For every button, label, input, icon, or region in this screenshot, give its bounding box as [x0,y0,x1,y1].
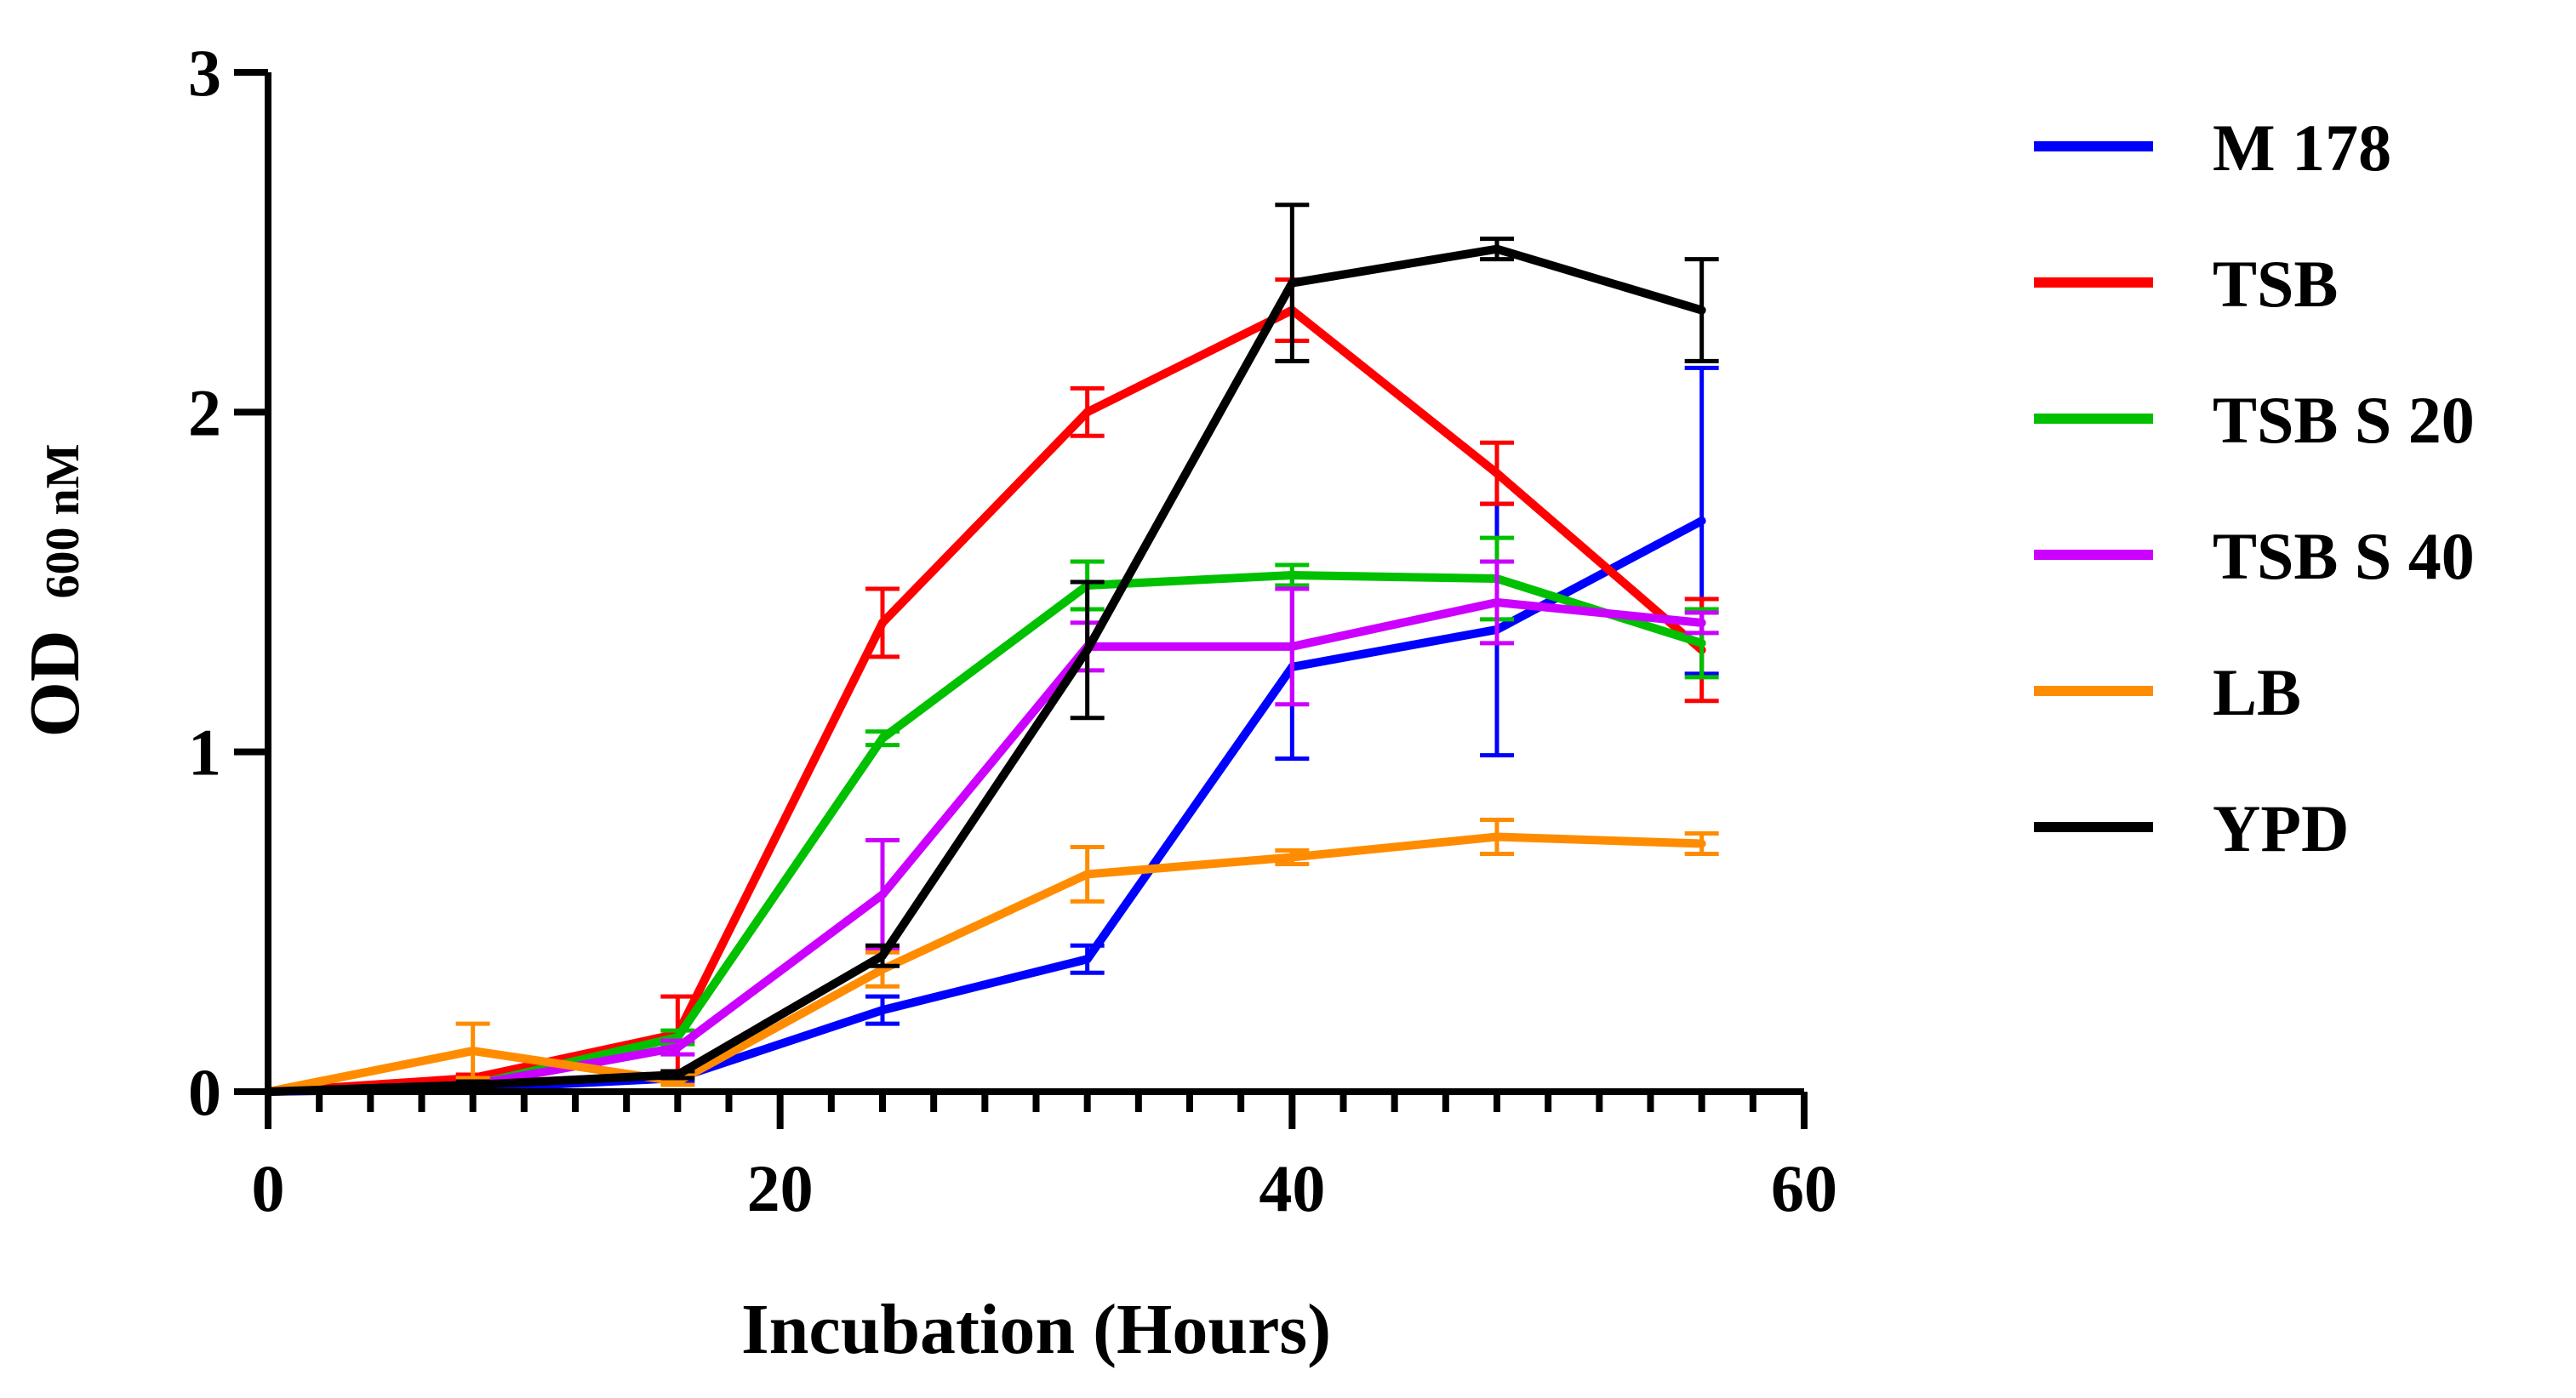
y-tick-label: 3 [188,36,221,110]
legend: M 178 TSB TSB S 20 TSB S 40 LB YPD [2034,111,2475,865]
legend-label: TSB [2213,247,2338,321]
series-line [267,832,1702,1096]
legend-label: TSB S 20 [2213,383,2475,457]
x-ticks: 0 20 40 60 [252,1092,1837,1225]
legend-item-tsb-s-40: TSB S 40 [2034,519,2475,593]
data-point [878,733,887,743]
legend-item-ypd: YPD [2034,791,2349,865]
x-tick-label: 20 [747,1151,814,1225]
x-tick-label: 0 [252,1151,285,1225]
data-point [468,1081,477,1090]
series-line [267,305,1705,1096]
data-point [1697,618,1706,627]
series-tsb-s-20 [264,535,1719,1096]
data-point [878,618,887,627]
x-tick-label: 60 [1771,1151,1837,1225]
x-tick-label: 40 [1259,1151,1325,1225]
data-point [1082,645,1092,654]
data-point [1493,832,1501,842]
legend-item-m-178: M 178 [2034,111,2391,185]
data-point [1493,244,1501,254]
series-ypd [264,203,1719,1096]
y-axis-title-main: OD [15,631,94,738]
data-point [1082,870,1092,879]
data-point [878,951,887,961]
plot-area [264,203,1719,1096]
data-point [1082,408,1092,417]
series-tsb-s-40 [264,559,1719,1096]
data-point [673,1043,683,1053]
series-lb [264,818,1719,1096]
data-point [1082,955,1092,964]
data-point [1697,516,1706,526]
legend-label: YPD [2213,791,2349,865]
series-line [267,571,1704,1096]
series-line [267,597,1703,1096]
y-ticks: 0 1 2 3 [188,36,268,1129]
series-tsb [264,277,1719,1096]
data-point [878,890,887,899]
y-axis-title-sub: 600 nM [37,444,89,599]
legend-item-lb: LB [2034,655,2301,729]
data-point [468,1047,477,1056]
y-tick-label: 1 [188,716,221,790]
legend-item-tsb-s-20: TSB S 20 [2034,383,2475,457]
y-tick-label: 0 [188,1055,221,1129]
data-point [1697,305,1706,315]
data-point [673,1070,683,1080]
x-axis-title: Incubation (Hours) [741,1290,1331,1369]
series-line [267,244,1704,1096]
data-point [1697,638,1706,648]
data-point [1288,853,1297,862]
data-point [1697,839,1706,848]
data-point [1493,597,1501,607]
axes: 0 1 2 3 0 20 40 60 [188,36,1837,1225]
legend-label: LB [2213,655,2301,729]
data-point [1288,278,1297,288]
data-point [1288,571,1297,580]
data-point [878,1006,887,1015]
legend-item-tsb: TSB [2034,247,2338,321]
data-point [1288,642,1297,651]
legend-label: TSB S 40 [2213,519,2475,593]
data-point [1493,469,1501,478]
y-tick-label: 2 [188,375,221,449]
legend-label: M 178 [2213,111,2391,185]
y-axis-title: OD 600 nM [15,444,94,738]
